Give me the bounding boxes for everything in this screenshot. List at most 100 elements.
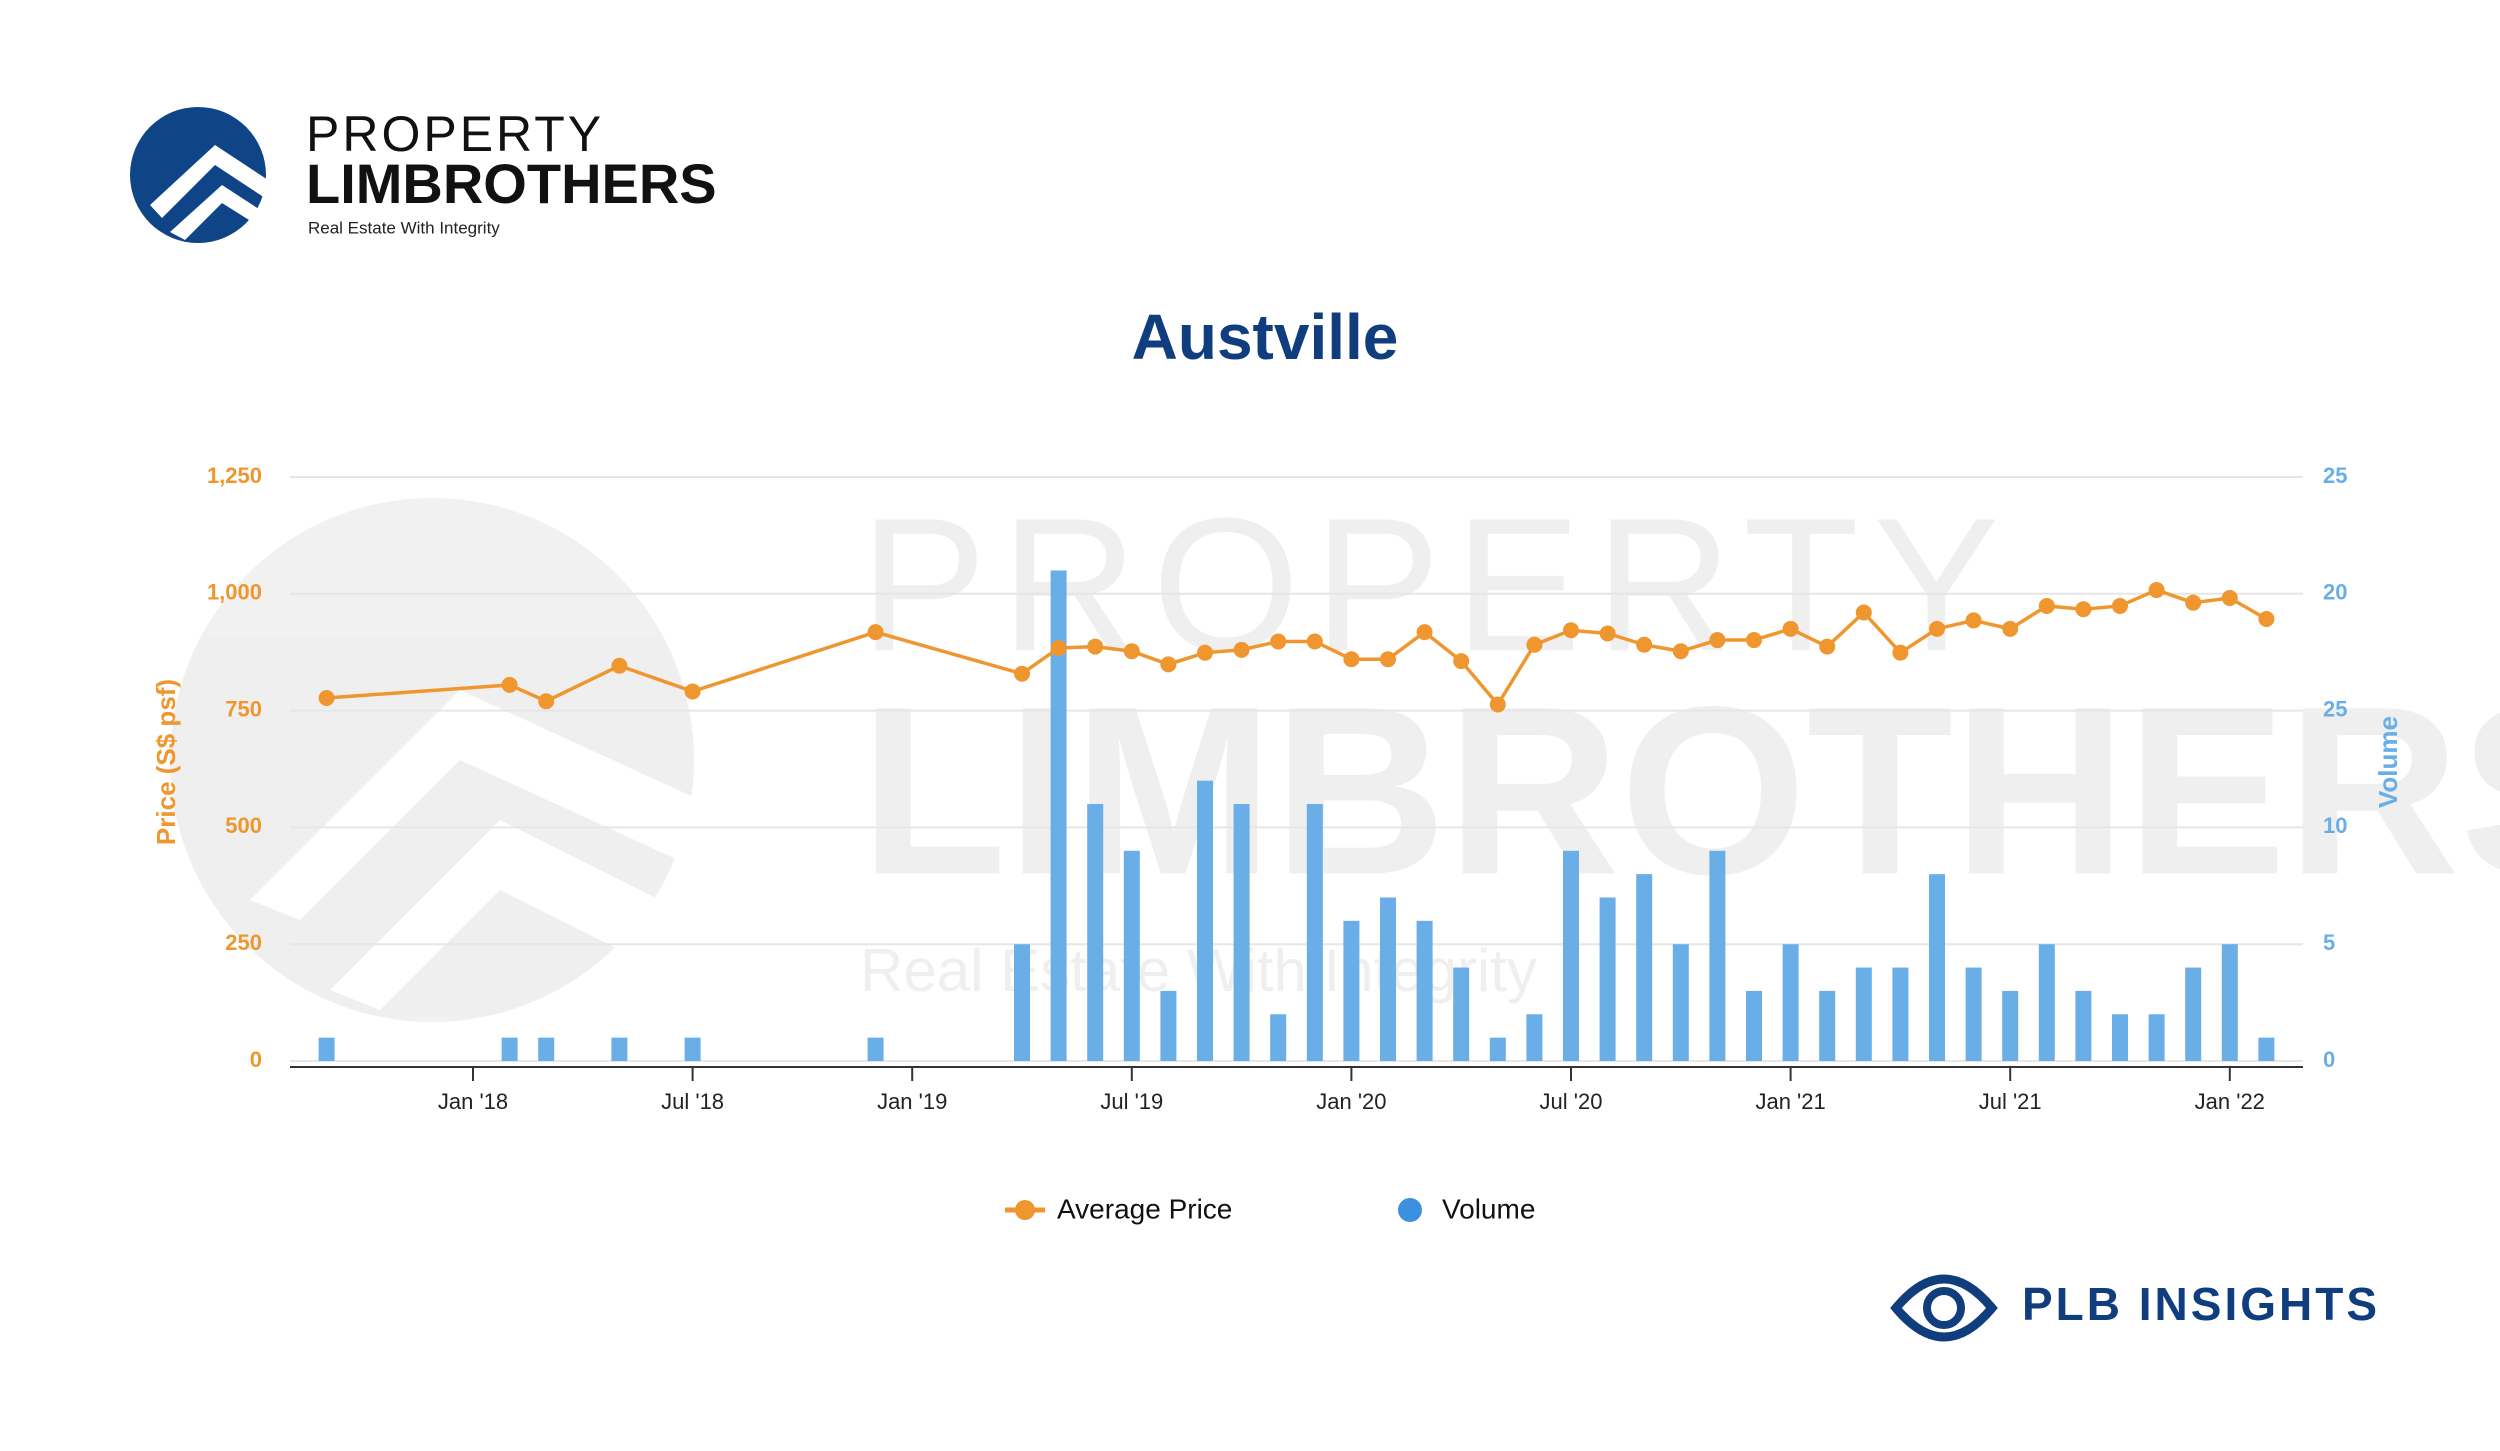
watermark-text: LIMBROTHERS xyxy=(860,656,2500,924)
price-point xyxy=(611,657,628,674)
price-point xyxy=(1270,633,1287,650)
price-point xyxy=(1087,638,1104,655)
y-tick-label: 1,000 xyxy=(207,580,262,605)
bar xyxy=(1636,874,1653,1061)
price-point xyxy=(1563,622,1579,639)
price-point xyxy=(1965,612,1982,629)
bar xyxy=(1489,1037,1506,1061)
bar xyxy=(1233,804,1250,1061)
price-point xyxy=(1746,632,1762,649)
bar xyxy=(1965,967,1982,1061)
bar xyxy=(538,1037,555,1061)
footer-brand: PLB INSIGHTS xyxy=(2022,1278,2380,1330)
brand-name: LIMBROTHERS xyxy=(306,152,717,215)
x-tick-label: Jul '19 xyxy=(1100,1089,1163,1114)
price-point xyxy=(1819,638,1836,655)
x-tick-label: Jan '18 xyxy=(438,1089,508,1114)
bar xyxy=(1892,967,1909,1061)
y-tick-label: 0 xyxy=(250,1047,262,1072)
legend-item: Average Price xyxy=(1005,1193,1232,1224)
bar xyxy=(2185,967,2202,1061)
price-point xyxy=(1709,632,1726,649)
y2-tick-label: 0 xyxy=(2323,1047,2335,1072)
bar xyxy=(1929,874,1945,1061)
price-point xyxy=(1233,641,1250,658)
y-tick-label: 500 xyxy=(225,813,262,838)
price-point xyxy=(1782,620,1799,637)
price-point xyxy=(1197,644,1213,661)
price-point xyxy=(1380,651,1396,668)
bar xyxy=(1380,897,1396,1061)
x-tick-label: Jan '19 xyxy=(877,1089,947,1114)
footer-icon xyxy=(1890,1274,1998,1342)
bar xyxy=(1709,850,1726,1061)
brand-tagline: Real Estate With Integrity xyxy=(308,218,500,237)
x-tick-label: Jul '20 xyxy=(1540,1089,1603,1114)
y-tick-label: 1,250 xyxy=(207,463,262,488)
watermark: PROPERTY LIMBROTHERS Real Estate With In… xyxy=(170,479,2500,1022)
price-point xyxy=(2038,597,2055,614)
price-point xyxy=(1929,620,1945,637)
bar xyxy=(1453,967,1470,1061)
price-point xyxy=(2075,601,2092,618)
bar xyxy=(1563,850,1579,1061)
bar xyxy=(1160,990,1177,1061)
price-point xyxy=(1343,651,1360,668)
bar xyxy=(2075,990,2092,1061)
bar xyxy=(2038,944,2055,1061)
price-point xyxy=(2002,620,2019,637)
price-point xyxy=(1526,636,1543,653)
legend-item: Volume xyxy=(1398,1193,1535,1224)
bar xyxy=(1014,944,1030,1061)
y2-tick-label: 5 xyxy=(2323,930,2335,955)
price-point xyxy=(1892,644,1909,661)
bar xyxy=(2148,1014,2165,1061)
logo xyxy=(130,107,268,243)
legend-swatch xyxy=(1015,1200,1035,1220)
price-point xyxy=(1489,696,1506,713)
price-point xyxy=(2258,611,2275,628)
y2-tick-label: 25 xyxy=(2323,696,2347,721)
y2-tick-label: 10 xyxy=(2323,813,2347,838)
price-point xyxy=(1160,656,1177,673)
bar xyxy=(2002,990,2019,1061)
legend-swatch xyxy=(1398,1198,1422,1222)
x-tick-label: Jul '21 xyxy=(1979,1089,2042,1114)
price-point xyxy=(2221,590,2238,607)
y2-tick-label: 25 xyxy=(2323,463,2347,488)
chart-title: Austville xyxy=(1132,301,1399,373)
price-point xyxy=(1416,624,1433,641)
bar xyxy=(1672,944,1689,1061)
y-axis-label: Price (S$ psf) xyxy=(151,679,181,845)
price-point xyxy=(538,693,555,710)
price-point xyxy=(1672,643,1689,660)
bar xyxy=(2221,944,2238,1061)
brand-name: PROPERTY xyxy=(306,106,604,162)
price-point xyxy=(1636,636,1653,653)
price-point xyxy=(1050,639,1067,656)
legend-label: Volume xyxy=(1442,1193,1535,1224)
bar xyxy=(684,1037,701,1061)
price-point xyxy=(2112,597,2128,614)
price-point xyxy=(1014,665,1030,682)
x-tick-label: Jan '22 xyxy=(2195,1089,2265,1114)
price-point xyxy=(1306,633,1323,650)
price-point xyxy=(2148,582,2165,599)
price-point xyxy=(1453,653,1470,670)
bar xyxy=(1526,1014,1543,1061)
bar xyxy=(1306,804,1323,1061)
bar xyxy=(867,1037,884,1061)
bar xyxy=(1746,990,1762,1061)
price-point xyxy=(2185,594,2202,611)
y-tick-label: 250 xyxy=(225,930,262,955)
x-tick-label: Jan '21 xyxy=(1755,1089,1825,1114)
bar xyxy=(1050,570,1067,1061)
y-tick-label: 750 xyxy=(225,696,262,721)
price-point xyxy=(1855,604,1872,621)
price-point xyxy=(684,683,701,700)
y2-axis-label: Volume xyxy=(2373,716,2403,808)
bar xyxy=(1855,967,1872,1061)
price-point xyxy=(1599,625,1616,642)
price-point xyxy=(1123,643,1140,660)
